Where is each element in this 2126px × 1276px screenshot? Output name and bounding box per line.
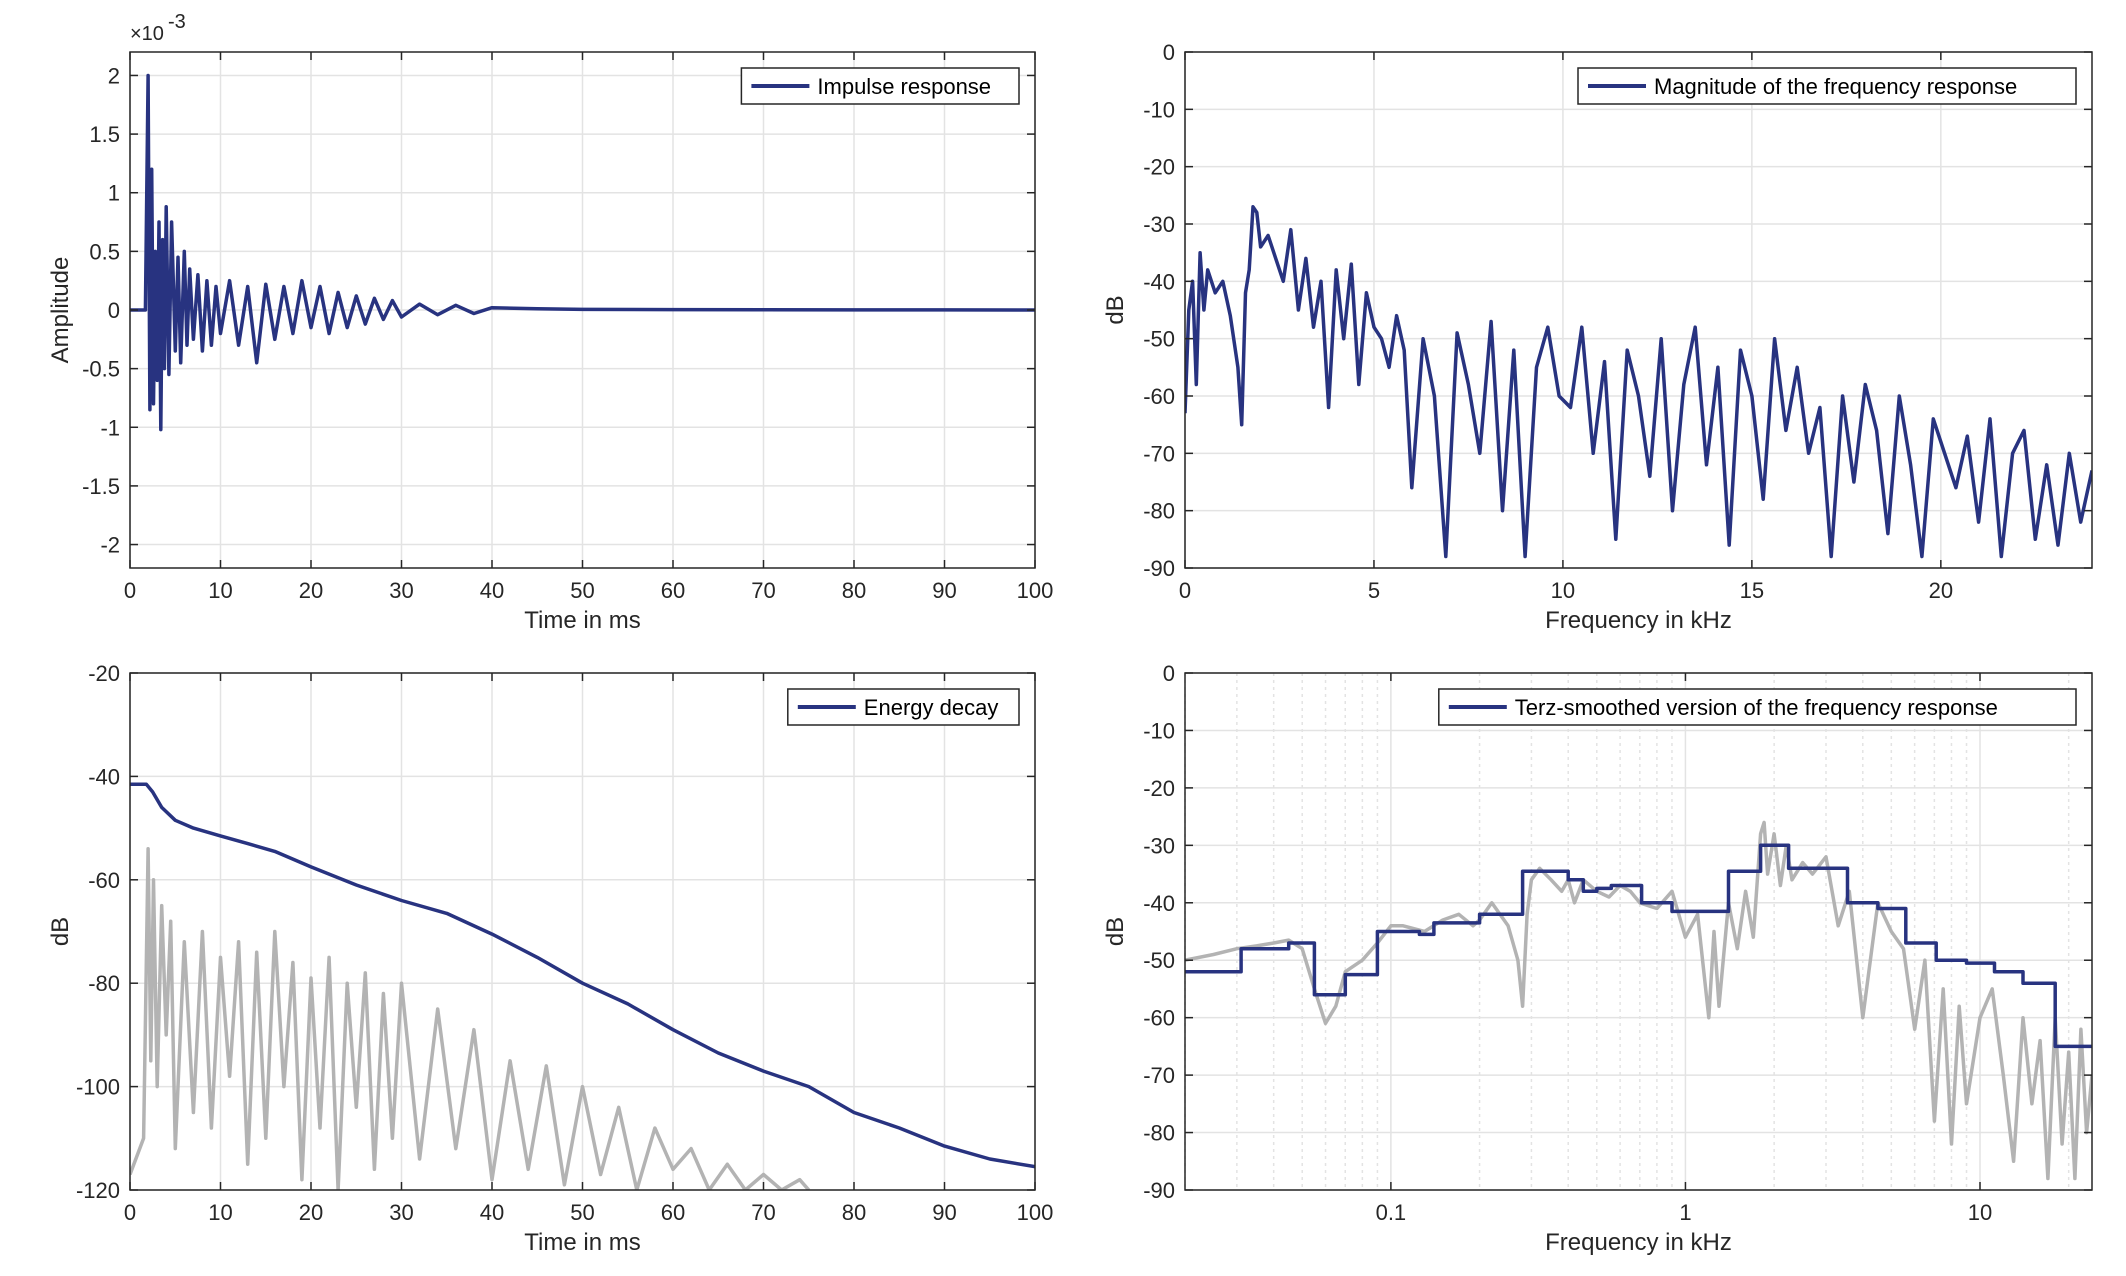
legend-label: Energy decay [864,695,999,720]
x-tick-label: 60 [661,578,685,603]
y-tick-label: 1.5 [89,122,120,147]
plot-area [1185,673,2092,1190]
y-tick-label: -80 [1143,1121,1175,1146]
y-tick-label: 2 [108,63,120,88]
y-tick-label: 0.5 [89,239,120,264]
legend: Magnitude of the frequency response [1577,67,2077,105]
x-tick-label: 40 [480,1200,504,1225]
legend: Impulse response [740,67,1020,105]
y-axis-label: dB [1102,917,1129,946]
y-tick-label: -20 [1143,155,1175,180]
y-tick-label: -30 [1143,833,1175,858]
x-tick-label: 30 [389,578,413,603]
y-tick-label: -1 [100,415,120,440]
x-tick-label: 80 [842,1200,866,1225]
y-tick-label: -50 [1143,327,1175,352]
x-tick-label: 90 [932,1200,956,1225]
series-line-gray [1185,820,2092,1181]
x-tick-label: 10 [1968,1200,1992,1225]
y-tick-label: -120 [76,1178,120,1203]
y-tick-label: -10 [1143,718,1175,743]
x-tick-label: 20 [1929,578,1953,603]
y-tick-label: -50 [1143,948,1175,973]
y-axis-label: Amplitude [47,257,74,364]
y-tick-label: -1.5 [82,474,120,499]
x-tick-label: 1 [1679,1200,1691,1225]
x-tick-label: 15 [1740,578,1764,603]
y-tick-label: -90 [1143,556,1175,581]
series-line [1185,205,2092,559]
x-tick-label: 40 [480,578,504,603]
x-tick-label: 100 [1017,1200,1054,1225]
y-axis-label: dB [47,917,74,946]
x-tick-label: 0 [1179,578,1191,603]
series-line [1185,843,2092,1049]
y-tick-label: 0 [1163,661,1175,686]
y-tick-label: -90 [1143,1178,1175,1203]
x-tick-label: 70 [751,1200,775,1225]
series-line [130,782,1035,1169]
x-tick-label: 10 [208,1200,232,1225]
y-tick-label: -20 [1143,776,1175,801]
x-axis-label: Frequency in kHz [1545,1229,1732,1256]
y-tick-label: -70 [1143,1063,1175,1088]
x-tick-label: 5 [1368,578,1380,603]
x-tick-label: 100 [1017,578,1054,603]
y-tick-label: -10 [1143,97,1175,122]
x-axis-label: Time in ms [524,1229,640,1256]
legend-label: Impulse response [817,74,991,99]
y-tick-label: -40 [1143,891,1175,916]
energy-decay-plot: 0 10 20 30 40 50 60 70 80 90 100 -20 -40 -60 -80 -100 -1… [47,661,1053,1256]
x-tick-label: 0 [124,578,136,603]
impulse-response-plot: 0 10 20 30 40 50 60 70 80 90 100 -2 -1.5 -1 -0.5 0 0.5 1 1… [47,11,1053,634]
y-tick-label: -60 [1143,1006,1175,1031]
x-tick-label: 60 [661,1200,685,1225]
series-line-gray [130,847,811,1190]
x-tick-label: 30 [389,1200,413,1225]
legend-box [1577,67,2077,105]
terz-smoothed-frequency-plot: 0.1 1 10 0 -10 -20 -30 -40 -50 -60 -70 -80 -90 Freque… [1102,661,2093,1256]
x-tick-label: 80 [842,578,866,603]
y-tick-label: -0.5 [82,357,120,382]
x-axis-label: Frequency in kHz [1545,607,1732,634]
legend-label: Terz-smoothed version of the frequency r… [1515,695,1998,720]
x-tick-label: 50 [570,1200,594,1225]
x-tick-label: 90 [932,578,956,603]
y-tick-label: -60 [88,868,120,893]
legend-label: Magnitude of the frequency response [1654,74,2017,99]
frequency-magnitude-plot: 0 5 10 15 20 0 -10 -20 -30 -40 -50 -60 -70 -80 -90 Freq… [1102,40,2093,634]
legend: Energy decay [787,688,1020,726]
y-tick-label: -60 [1143,384,1175,409]
y-tick-label: -80 [1143,499,1175,524]
x-tick-label: 50 [570,578,594,603]
exponent-base: ×10 [130,23,164,45]
x-tick-label: 20 [299,1200,323,1225]
axes-frame [1184,672,2093,1191]
y-tick-label: -70 [1143,441,1175,466]
y-tick-label: -20 [88,661,120,686]
x-tick-label: 0.1 [1376,1200,1407,1225]
y-tick-label: -2 [100,533,120,558]
x-tick-label: 20 [299,578,323,603]
legend-box [1438,688,2077,726]
x-tick-label: 10 [1551,578,1575,603]
y-tick-label: -80 [88,971,120,996]
y-tick-label: 0 [1163,40,1175,65]
exponent-power: -3 [168,11,186,33]
y-tick-label: 0 [108,298,120,323]
x-tick-label: 70 [751,578,775,603]
x-tick-label: 0 [124,1200,136,1225]
x-axis-label: Time in ms [524,607,640,634]
legend: Terz-smoothed version of the frequency r… [1438,688,2077,726]
y-tick-label: -40 [1143,269,1175,294]
y-tick-label: 1 [108,181,120,206]
y-tick-label: -100 [76,1075,120,1100]
series-line [130,73,1035,432]
y-tick-label: -40 [88,764,120,789]
x-tick-label: 10 [208,578,232,603]
y-tick-label: -30 [1143,212,1175,237]
y-axis-label: dB [1102,295,1129,324]
axes-frame [1184,51,2093,569]
